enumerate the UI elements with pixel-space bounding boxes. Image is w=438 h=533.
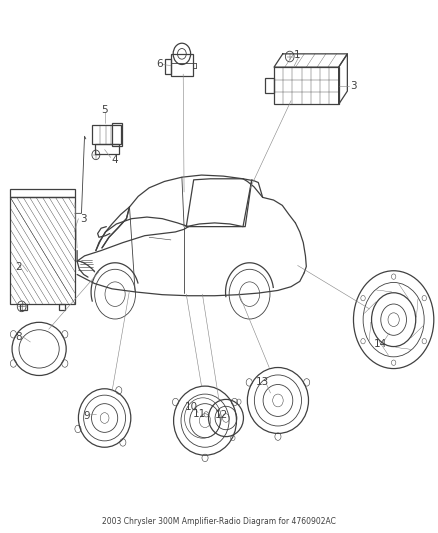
Bar [11, 189, 75, 197]
Bar [59, 304, 66, 310]
Bar [274, 67, 339, 104]
Text: 6: 6 [156, 60, 162, 69]
Bar [92, 125, 121, 144]
Text: 2003 Chrysler 300M Amplifier-Radio Diagram for 4760902AC: 2003 Chrysler 300M Amplifier-Radio Diagr… [102, 517, 336, 526]
Bar [95, 144, 119, 154]
Bar [165, 59, 171, 74]
Text: 12: 12 [215, 410, 228, 421]
Bar [171, 54, 193, 76]
Bar [265, 78, 274, 93]
Text: 5: 5 [101, 104, 108, 115]
Text: 8: 8 [16, 332, 22, 342]
Bar [112, 123, 122, 147]
Text: 11: 11 [193, 409, 206, 419]
Text: 2: 2 [16, 262, 22, 271]
Text: 3: 3 [80, 214, 87, 224]
Text: 10: 10 [185, 402, 198, 413]
Text: 3: 3 [350, 81, 357, 91]
Text: 13: 13 [256, 377, 269, 387]
Text: 4: 4 [112, 155, 118, 165]
Bar [20, 304, 27, 310]
Text: 1: 1 [294, 50, 301, 60]
Text: 9: 9 [83, 411, 90, 422]
Bar [11, 197, 75, 304]
Text: 14: 14 [374, 338, 387, 349]
